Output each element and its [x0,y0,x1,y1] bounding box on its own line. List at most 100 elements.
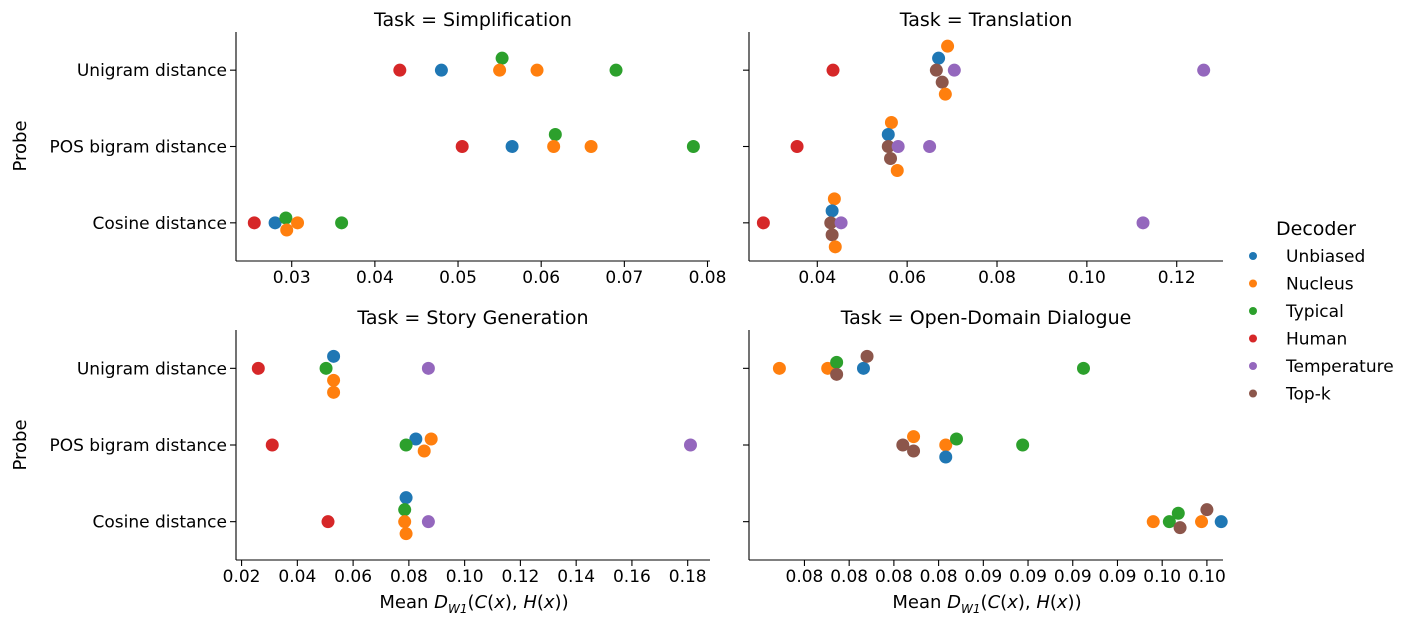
x-tick-label: 0.12 [501,567,539,587]
point-temperature [947,63,961,77]
point-human [321,515,335,529]
x-tick-label: 0.04 [356,268,394,288]
point-human [790,140,804,153]
point-typical [548,128,562,141]
point-typical [1076,361,1090,375]
point-temperature [834,216,848,230]
point-nucleus [530,63,544,77]
panel-title: Task = Simplification [373,9,572,31]
y-tick-label: POS bigram distance [49,436,227,456]
panel-1: Task = Simplification Unigram distance POS… [49,9,726,288]
point-typical [949,432,963,446]
point-typical [279,211,293,225]
point-nucleus [399,527,413,541]
y-axis-label-top: Probe [10,120,31,171]
point-typical [1171,506,1185,520]
point-temperature [1197,63,1211,77]
point-temperature [421,515,435,529]
point-unbiased [1214,515,1228,529]
x-tick-label: 0.12 [1158,268,1196,288]
y-tick-label: Unigram distance [77,61,227,81]
point-typical [335,216,349,230]
legend-marker-human [1249,334,1257,343]
legend-marker-unbiased [1249,252,1257,260]
point-nucleus [1146,515,1160,529]
point-nucleus [584,140,598,153]
point-typical [1162,515,1176,529]
point-human [756,216,770,230]
point-nucleus [398,515,412,529]
x-tick-label: 0.03 [273,268,311,288]
point-nucleus [493,63,507,77]
point-nucleus [424,432,438,446]
legend-label: Human [1286,330,1347,350]
point-unbiased [399,491,413,505]
x-tick-label: 0.09 [1054,567,1092,587]
point-human [393,63,407,77]
point-nucleus [827,192,841,206]
legend: Decoder Unbiased Nucleus Typical Human Tempe… [1249,218,1394,405]
point-top-k [881,140,895,153]
point-nucleus [280,223,294,237]
point-top-k [929,63,943,77]
point-nucleus [1195,515,1209,529]
point-human [265,438,279,452]
panels: Task = Simplification Unigram distance POS… [49,9,1228,587]
x-tick-label: 0.08 [920,567,958,587]
y-tick-label: Unigram distance [77,359,227,379]
point-nucleus [327,373,341,387]
point-nucleus [939,438,953,452]
panel-title: Task = Translation [899,9,1073,31]
x-tick-label: 0.04 [278,567,316,587]
x-tick-label: 0.04 [798,268,836,288]
point-top-k [830,367,844,381]
x-tick-label: 0.10 [1188,567,1226,587]
point-typical [830,355,844,369]
point-human [247,216,261,230]
x-tick-label: 0.08 [875,567,913,587]
panel-title: Task = Story Generation [356,307,588,329]
point-nucleus [941,39,955,53]
x-tick-label: 0.06 [522,268,560,288]
point-unbiased [856,361,870,375]
panel-3: Task = Story Generation Unigram distance P… [49,307,710,587]
svg-text:Mean DW1(C(x), H(x)): Mean DW1(C(x), H(x)) [379,592,568,616]
point-typical [1016,438,1030,452]
point-nucleus [417,444,431,458]
x-tick-label: 0.14 [557,567,595,587]
point-nucleus [327,385,341,399]
y-tick-label: POS bigram distance [49,138,227,158]
point-top-k [884,152,898,165]
legend-marker-temperature [1249,362,1257,370]
point-temperature [891,140,905,153]
x-tick-label: 0.05 [439,268,477,288]
x-tick-label: 0.10 [446,567,484,587]
x-tick-label: 0.06 [888,268,926,288]
point-unbiased [434,63,448,77]
legend-marker-top-k [1249,389,1257,398]
point-nucleus [828,240,842,254]
x-axis-label-dialogue: Mean DW1(C(x), H(x)) [892,592,1081,616]
x-tick-label: 0.09 [1009,567,1047,587]
point-typical [495,51,509,65]
legend-marker-nucleus [1249,279,1257,288]
x-tick-label: 0.09 [1099,567,1137,587]
x-tick-label: 0.09 [964,567,1002,587]
legend-label: Temperature [1285,357,1394,377]
point-human [455,140,469,153]
legend-marker-typical [1249,307,1257,315]
point-temperature [683,438,697,452]
point-unbiased [939,450,953,464]
y-tick-label: Cosine distance [92,214,227,234]
point-nucleus [907,430,921,444]
y-axis-label-bottom: Probe [10,419,31,470]
point-nucleus [938,87,952,101]
panel-2: Task = Translation 0.04 0.06 0.08 0.10 0.12 [743,9,1223,288]
point-unbiased [505,140,519,153]
point-temperature [421,361,435,375]
point-nucleus [890,164,904,177]
point-top-k [825,228,839,242]
x-tick-label: 0.08 [830,567,868,587]
x-tick-label: 0.10 [1068,268,1106,288]
